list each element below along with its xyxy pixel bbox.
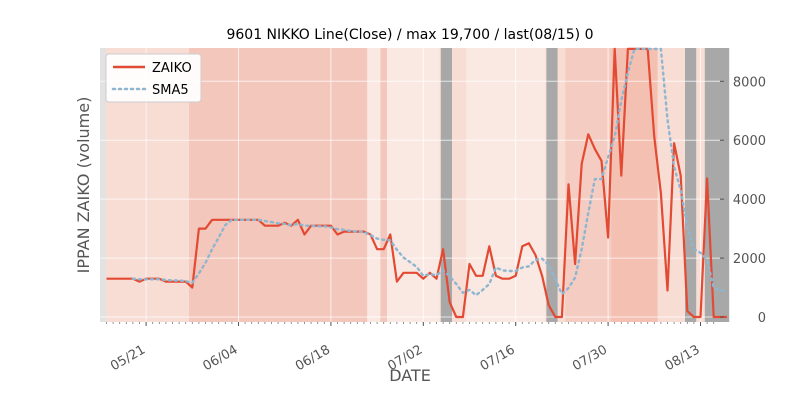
x-axis-title: DATE [389,366,431,385]
y-tick-label: 0 [758,311,766,326]
y-tick-label: 8000 [733,75,766,90]
day-band [466,48,546,322]
y-axis-title: IPPAN ZAIKO (volume) [74,97,93,274]
series-sma5-line [131,47,729,297]
plot-area [100,47,730,322]
day-band [189,48,368,322]
series-layer [106,47,729,319]
closed-day-band [440,48,452,322]
y-axis: 0 2000 4000 6000 8000 [720,75,766,326]
closed-day-band [704,48,730,322]
series-zaiko-line [106,47,727,319]
day-band [380,48,387,322]
closed-day-band [685,48,697,322]
edge-band-left [100,48,106,322]
chart-title: 9601 NIKKO Line(Close) / max 19,700 / la… [226,27,593,43]
legend-sma5-label: SMA5 [152,83,189,98]
legend: ZAIKO SMA5 [105,53,202,103]
closed-day-band [546,48,558,322]
day-band [387,48,440,322]
y-tick-label: 4000 [733,193,766,208]
y-tick-label: 6000 [733,134,766,149]
y-tick-label: 2000 [733,252,766,267]
legend-zaiko-label: ZAIKO [152,61,192,76]
day-band [611,48,658,322]
day-band [367,48,381,322]
